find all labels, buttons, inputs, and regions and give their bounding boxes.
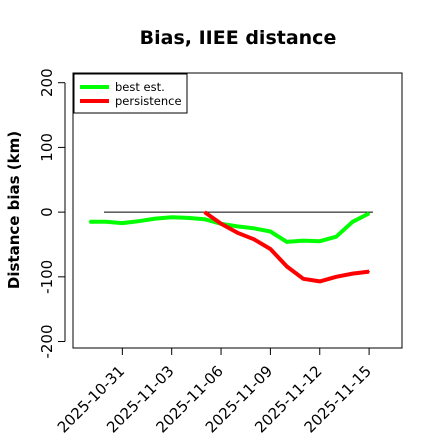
chart-title: Bias, IIEE distance [140,27,337,49]
series-layer [88,210,371,284]
series-point [236,232,239,234]
legend-label-best-est: best est. [115,80,165,94]
y-tick-label: -200 [38,325,56,359]
y-axis: -200 -100 0 100 200 [38,68,66,359]
series-line-best-est [89,211,371,244]
series-point [253,227,255,230]
series-point [121,222,124,224]
series-point [302,239,305,242]
series-point [187,217,189,219]
series-point [154,217,157,220]
series-point [220,222,222,225]
series-point [236,225,239,228]
series-point [318,240,321,243]
series-point [368,212,370,215]
x-axis: 2025-10-312025-11-032025-11-062025-11-09… [54,347,375,436]
series-point [368,270,370,273]
series-point [351,221,354,223]
series-point [302,277,305,280]
series-point [269,230,272,233]
legend: best est. persistence [73,73,188,114]
series-point [88,221,91,223]
series-point [203,218,206,221]
series-point [318,280,321,283]
y-tick-label: 200 [38,68,56,97]
series-point [253,238,255,241]
series-point [335,235,338,238]
y-tick-label: -100 [38,260,56,294]
series-point [269,248,272,250]
legend-label-persistence: persistence [115,94,182,108]
series-point [203,211,206,213]
series-point [351,272,354,275]
series-point [286,241,288,243]
y-tick-label: 0 [38,207,56,217]
plot-area [72,72,403,349]
legend-box [73,73,188,114]
series-point [170,216,173,219]
series-line-persistence [203,210,370,284]
series-point [138,220,140,222]
series-point [286,265,288,268]
series-point [335,276,338,278]
y-axis-label: Distance bias (km) [5,131,23,289]
y-tick-label: 100 [38,133,56,162]
series-point [105,221,107,223]
